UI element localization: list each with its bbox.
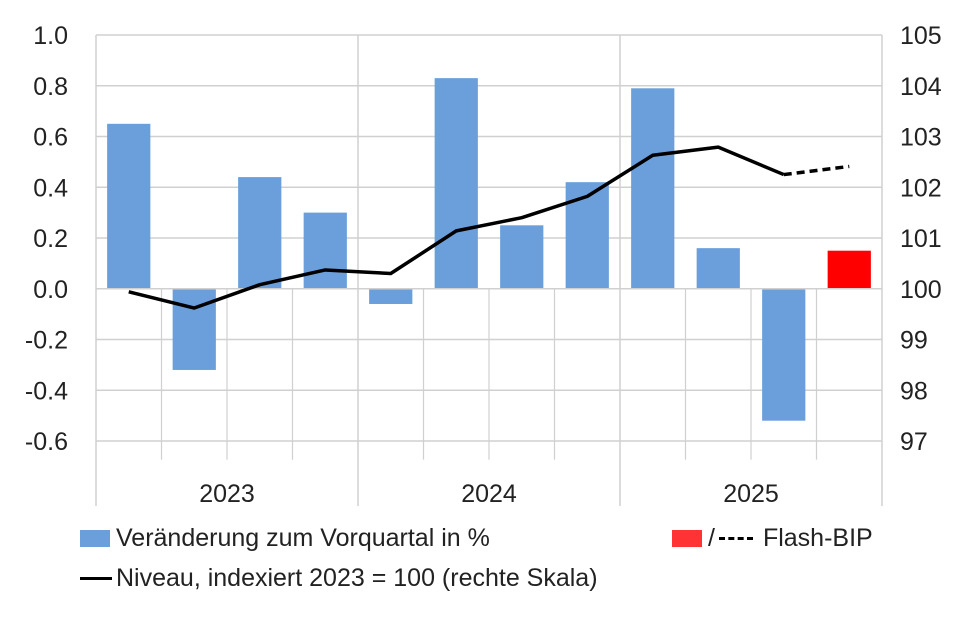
right-tick-label: 103 <box>900 124 942 152</box>
bar <box>369 288 413 304</box>
left-tick-label: -0.4 <box>25 377 68 405</box>
bar <box>500 225 544 289</box>
year-label: 2025 <box>723 480 779 508</box>
bar <box>107 123 151 289</box>
legend-label-flash: Flash-BIP <box>762 524 873 552</box>
level-line <box>128 145 785 310</box>
flash-level-line <box>783 164 850 177</box>
left-tick-label: -0.2 <box>25 327 68 355</box>
bar <box>303 212 347 289</box>
right-tick-label: 99 <box>900 327 928 355</box>
legend-label-bar: Veränderung zum Vorquartal in % <box>116 524 490 552</box>
legend-swatch-flash <box>672 530 702 547</box>
year-label: 2024 <box>461 480 517 508</box>
legend-line-swatch <box>80 577 112 580</box>
legend-separator: / <box>708 524 715 552</box>
right-tick-label: 98 <box>900 377 928 405</box>
bar <box>696 248 740 289</box>
bar <box>434 78 478 289</box>
left-tick-label: 0.8 <box>33 73 68 101</box>
right-tick-label: 101 <box>900 225 942 253</box>
right-tick-label: 105 <box>900 22 942 50</box>
flash-bar <box>827 250 871 289</box>
legend-label-line: Niveau, indexiert 2023 = 100 (rechte Ska… <box>116 564 598 592</box>
left-tick-label: -0.6 <box>25 428 68 456</box>
legend-dashed-line <box>718 537 753 540</box>
bar <box>238 177 282 289</box>
right-tick-label: 102 <box>900 174 942 202</box>
left-tick-label: 1.0 <box>33 22 68 50</box>
legend-item-bar: Veränderung zum Vorquartal in % <box>80 524 490 553</box>
right-tick-label: 104 <box>900 73 942 101</box>
legend-swatch-bar <box>80 530 110 547</box>
bar <box>762 288 806 421</box>
right-tick-label: 100 <box>900 276 942 304</box>
left-tick-label: 0.0 <box>33 276 68 304</box>
year-label: 2023 <box>199 480 255 508</box>
bar <box>631 88 675 289</box>
left-tick-label: 0.2 <box>33 225 68 253</box>
legend-item-line: Niveau, indexiert 2023 = 100 (rechte Ska… <box>80 564 598 593</box>
left-tick-label: 0.6 <box>33 124 68 152</box>
right-tick-label: 97 <box>900 428 928 456</box>
legend-item-flash: / Flash-BIP <box>672 524 873 553</box>
left-tick-label: 0.4 <box>33 174 68 202</box>
chart-plot: 1.0 105 0.8 104 0.6 103 0.4 102 0.2 101 0.0 100 -0.2… <box>25 22 942 508</box>
